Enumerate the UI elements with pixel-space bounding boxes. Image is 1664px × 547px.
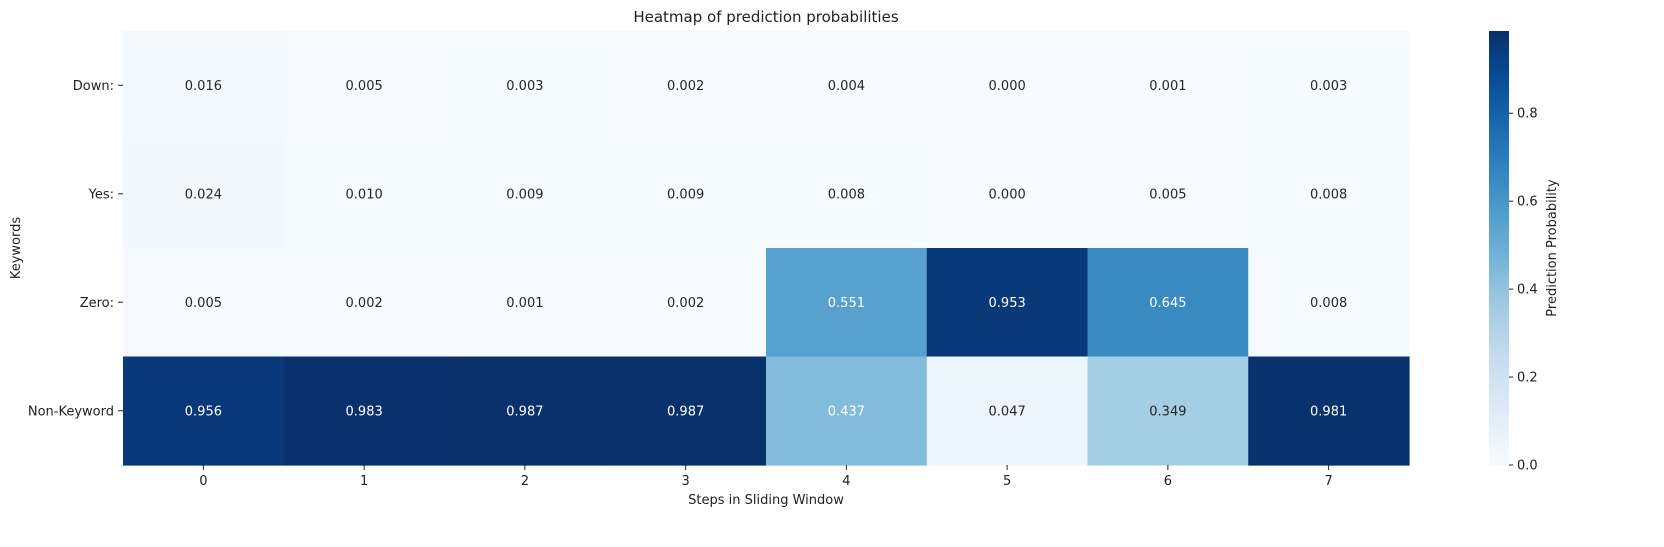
cell-value-label: 0.047 (989, 404, 1026, 419)
heatmap-cell (444, 356, 606, 466)
cell-value-label: 0.000 (989, 79, 1026, 94)
cell-value-label: 0.016 (185, 79, 222, 94)
heatmap-cell (766, 31, 928, 141)
heatmap-cell (283, 139, 446, 249)
heatmap-cells: 0.016 0.005 0.003 0.002 0.004 0.000 0.001 0.003… (123, 31, 1410, 466)
cell-value-label: 0.953 (989, 296, 1026, 311)
colorbar-tick-label: 0.4 (1517, 283, 1538, 298)
cell-value-label: 0.349 (1149, 404, 1186, 419)
colorbar-tick-label: 0.8 (1517, 107, 1538, 122)
cell-value-label: 0.002 (667, 79, 704, 94)
x-axis: 0 1 2 3 4 5 6 7 (199, 465, 1333, 489)
y-tick-label: Zero: (80, 296, 114, 311)
heatmap-cell (926, 31, 1089, 141)
x-axis-label: Steps in Sliding Window (688, 493, 844, 508)
cell-value-label: 0.003 (1310, 79, 1347, 94)
heatmap-cell (1087, 139, 1249, 249)
y-axis: Down: Yes: Zero: Non-Keyword (28, 79, 123, 419)
heatmap-cell (123, 31, 285, 141)
x-tick-label: 2 (521, 474, 529, 489)
cell-value-label: 0.005 (346, 79, 383, 94)
heatmap-cell (1087, 31, 1249, 141)
cell-value-label: 0.004 (828, 79, 865, 94)
heatmap-cell (926, 356, 1089, 466)
heatmap-cell (766, 356, 928, 466)
cell-value-label: 0.008 (828, 187, 865, 202)
colorbar-tick-label: 0.6 (1517, 195, 1538, 210)
heatmap-cell (283, 356, 446, 466)
x-tick-label: 0 (199, 474, 207, 489)
y-tick-label: Non-Keyword (28, 404, 114, 419)
heatmap-cell (283, 31, 446, 141)
cell-value-label: 0.981 (1310, 404, 1347, 419)
heatmap-cell (123, 139, 285, 249)
cell-value-label: 0.001 (1149, 79, 1186, 94)
x-tick-label: 1 (360, 474, 368, 489)
cell-value-label: 0.987 (506, 404, 543, 419)
heatmap-cell (283, 248, 446, 358)
colorbar-tick-label: 0.0 (1517, 459, 1538, 474)
heatmap-cell (926, 248, 1089, 358)
heatmap-cell (1087, 356, 1249, 466)
cell-value-label: 0.024 (185, 187, 222, 202)
colorbar-gradient (1489, 31, 1509, 465)
heatmap-cell (444, 248, 606, 358)
cell-value-label: 0.008 (1310, 187, 1347, 202)
cell-value-label: 0.003 (506, 79, 543, 94)
heatmap-cell (605, 356, 767, 466)
cell-value-label: 0.645 (1149, 296, 1186, 311)
cell-value-label: 0.001 (506, 296, 543, 311)
heatmap-cell (766, 139, 928, 249)
cell-value-label: 0.437 (828, 404, 865, 419)
heatmap-cell (766, 248, 928, 358)
x-tick-label: 5 (1003, 474, 1011, 489)
heatmap-cell (123, 356, 285, 466)
cell-value-label: 0.000 (989, 187, 1026, 202)
cell-value-label: 0.005 (185, 296, 222, 311)
heatmap-cell (1248, 248, 1410, 358)
x-tick-label: 7 (1324, 474, 1332, 489)
x-tick-label: 6 (1164, 474, 1172, 489)
cell-value-label: 0.009 (667, 187, 704, 202)
heatmap-cell (1248, 356, 1410, 466)
y-tick-label: Yes: (88, 187, 114, 202)
cell-value-label: 0.983 (346, 404, 383, 419)
heatmap-cell (605, 31, 767, 141)
heatmap-cell (444, 139, 606, 249)
cell-value-label: 0.005 (1149, 187, 1186, 202)
cell-value-label: 0.008 (1310, 296, 1347, 311)
colorbar-label: Prediction Probability (1545, 179, 1560, 317)
cell-value-label: 0.551 (828, 296, 865, 311)
colorbar: 0.0 0.2 0.4 0.6 0.8 (1489, 31, 1538, 474)
cell-value-label: 0.010 (346, 187, 383, 202)
cell-value-label: 0.009 (506, 187, 543, 202)
heatmap-cell (123, 248, 285, 358)
x-tick-label: 4 (842, 474, 850, 489)
heatmap-cell (926, 139, 1089, 249)
chart-title: Heatmap of prediction probabilities (633, 8, 898, 26)
heatmap-cell (444, 31, 606, 141)
cell-value-label: 0.002 (346, 296, 383, 311)
colorbar-tick-label: 0.2 (1517, 371, 1538, 386)
x-tick-label: 3 (681, 474, 689, 489)
y-axis-label: Keywords (9, 217, 24, 280)
heatmap-cell (1087, 248, 1249, 358)
heatmap-cell (1248, 31, 1410, 141)
y-tick-label: Down: (73, 79, 114, 94)
heatmap-cell (605, 139, 767, 249)
cell-value-label: 0.002 (667, 296, 704, 311)
cell-value-label: 0.987 (667, 404, 704, 419)
cell-value-label: 0.956 (185, 404, 222, 419)
heatmap-cell (605, 248, 767, 358)
heatmap-cell (1248, 139, 1410, 249)
